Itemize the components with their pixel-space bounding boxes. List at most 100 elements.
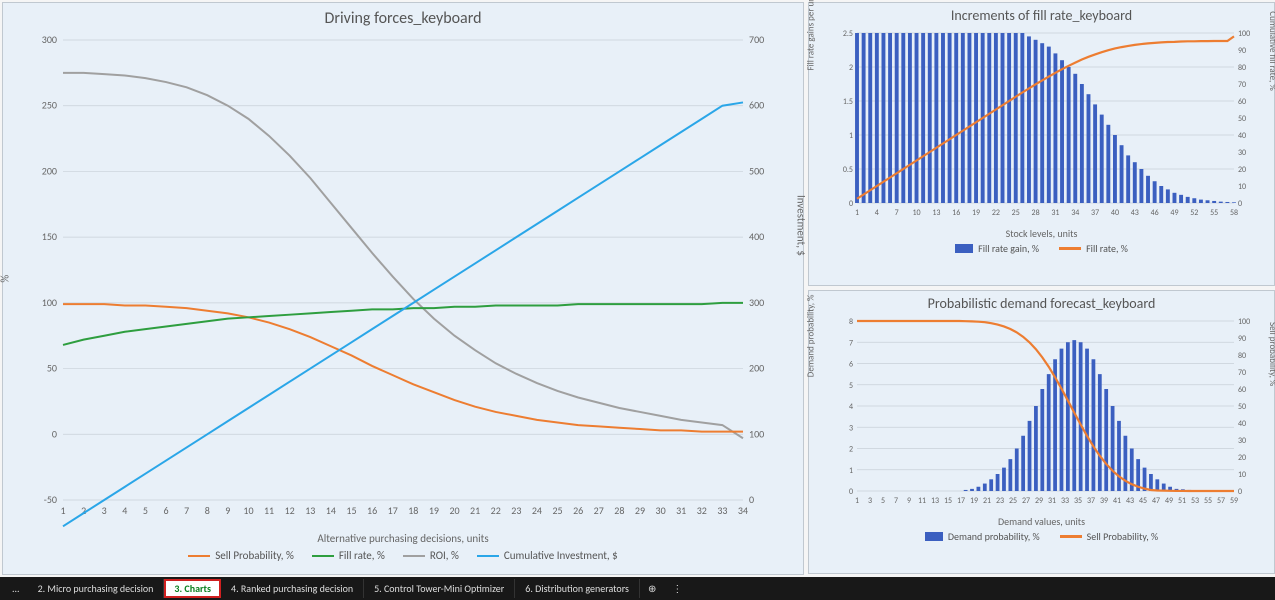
tabs-menu-icon[interactable]: ⋮: [664, 579, 690, 598]
add-sheet-icon[interactable]: ⊕: [640, 579, 664, 598]
prob-chart-svg: 0123456780102030405060708090100135791113…: [809, 313, 1274, 513]
svg-text:5: 5: [881, 496, 885, 506]
svg-text:35: 35: [1074, 496, 1082, 506]
legend-item: Demand probability, %: [925, 530, 1040, 543]
y-left-label: %: [0, 275, 12, 283]
svg-text:25: 25: [1009, 496, 1017, 506]
svg-text:23: 23: [511, 504, 521, 517]
sheet-tab[interactable]: 5. Control Tower-Mini Optimizer: [364, 579, 515, 598]
svg-text:7: 7: [849, 338, 853, 348]
svg-text:23: 23: [996, 496, 1004, 506]
svg-text:46: 46: [1151, 208, 1159, 218]
sheet-tab[interactable]: 3. Charts: [164, 579, 221, 598]
chart-title: Driving forces_keyboard: [3, 3, 803, 30]
svg-text:41: 41: [1113, 496, 1121, 506]
svg-text:11: 11: [918, 496, 926, 506]
svg-text:37: 37: [1091, 208, 1099, 218]
svg-text:90: 90: [1238, 46, 1246, 56]
y-right-label: Cumulative fill rate, %: [1267, 11, 1275, 90]
inc-chart-svg: 00.511.522.50102030405060708090100147101…: [809, 25, 1274, 225]
svg-text:43: 43: [1131, 208, 1139, 218]
svg-text:33: 33: [717, 504, 727, 517]
sheet-tabs: ... 2. Micro purchasing decision3. Chart…: [0, 577, 1275, 600]
svg-text:5: 5: [143, 504, 148, 517]
svg-text:13: 13: [931, 496, 939, 506]
svg-text:10: 10: [912, 208, 920, 218]
svg-text:0: 0: [849, 487, 853, 497]
svg-text:1: 1: [855, 496, 859, 506]
legend-item: Fill rate, %: [312, 549, 385, 562]
main-chart-svg: -500501001502002503000100200300400500600…: [3, 30, 803, 530]
prob-legend: Demand probability, % Sell Probability, %: [809, 528, 1274, 545]
svg-text:11: 11: [264, 504, 274, 517]
svg-text:8: 8: [849, 317, 853, 327]
svg-text:39: 39: [1100, 496, 1108, 506]
svg-text:17: 17: [388, 504, 398, 517]
increments-chart: Increments of fill rate_keyboard Fill ra…: [808, 2, 1275, 286]
svg-text:-50: -50: [44, 493, 57, 506]
svg-text:200: 200: [749, 362, 764, 375]
svg-text:51: 51: [1178, 496, 1186, 506]
svg-text:30: 30: [656, 504, 666, 517]
svg-text:33: 33: [1061, 496, 1069, 506]
legend-item: Fill rate, %: [1059, 242, 1128, 255]
svg-text:32: 32: [697, 504, 707, 517]
svg-text:2: 2: [849, 63, 853, 73]
svg-text:19: 19: [970, 496, 978, 506]
svg-text:55: 55: [1210, 208, 1218, 218]
svg-text:600: 600: [749, 99, 764, 112]
y-right-label: Sell probability, %: [1267, 322, 1275, 386]
svg-text:49: 49: [1165, 496, 1173, 506]
svg-text:53: 53: [1191, 496, 1199, 506]
svg-text:13: 13: [932, 208, 940, 218]
svg-text:40: 40: [1111, 208, 1119, 218]
sheet-tab[interactable]: 4. Ranked purchasing decision: [221, 579, 364, 598]
legend-item: Cumulative Investment, $: [477, 549, 618, 562]
svg-text:50: 50: [1238, 114, 1246, 124]
y-right-label: Investment, $: [795, 195, 808, 256]
svg-text:21: 21: [470, 504, 480, 517]
svg-text:4: 4: [122, 504, 127, 517]
svg-text:500: 500: [749, 164, 764, 177]
svg-text:5: 5: [849, 381, 853, 391]
svg-text:25: 25: [1012, 208, 1020, 218]
svg-text:37: 37: [1087, 496, 1095, 506]
svg-text:59: 59: [1230, 496, 1238, 506]
svg-text:1.5: 1.5: [843, 97, 853, 107]
svg-text:27: 27: [594, 504, 604, 517]
svg-text:60: 60: [1238, 97, 1246, 107]
svg-text:34: 34: [1071, 208, 1079, 218]
svg-text:100: 100: [42, 296, 57, 309]
legend-item: Sell Probability, %: [188, 549, 294, 562]
svg-text:0: 0: [1238, 199, 1242, 209]
svg-text:27: 27: [1022, 496, 1030, 506]
tabs-ellipsis[interactable]: ...: [4, 579, 28, 598]
svg-text:29: 29: [635, 504, 645, 517]
svg-text:24: 24: [532, 504, 542, 517]
svg-text:100: 100: [1238, 317, 1250, 327]
svg-text:1: 1: [849, 466, 853, 476]
svg-text:90: 90: [1238, 334, 1246, 344]
prob-demand-chart: Probabilistic demand forecast_keyboard D…: [808, 290, 1275, 574]
sheet-tab[interactable]: 6. Distribution generators: [515, 579, 640, 598]
svg-text:31: 31: [1051, 208, 1059, 218]
svg-text:40: 40: [1238, 419, 1246, 429]
svg-text:7: 7: [895, 208, 899, 218]
svg-text:22: 22: [992, 208, 1000, 218]
svg-text:19: 19: [972, 208, 980, 218]
chart-title: Increments of fill rate_keyboard: [809, 3, 1274, 25]
svg-text:200: 200: [42, 164, 57, 177]
svg-text:26: 26: [573, 504, 583, 517]
x-axis-label: Alternative purchasing decisions, units: [3, 530, 803, 545]
svg-text:6: 6: [163, 504, 168, 517]
svg-text:16: 16: [952, 208, 960, 218]
svg-text:100: 100: [1238, 29, 1250, 39]
svg-text:50: 50: [1238, 402, 1246, 412]
legend-item: Sell Probability, %: [1060, 530, 1158, 543]
svg-text:16: 16: [367, 504, 377, 517]
svg-text:80: 80: [1238, 351, 1246, 361]
sheet-tab[interactable]: 2. Micro purchasing decision: [28, 579, 165, 598]
svg-text:1: 1: [855, 208, 859, 218]
svg-text:43: 43: [1126, 496, 1134, 506]
svg-text:50: 50: [47, 362, 57, 375]
